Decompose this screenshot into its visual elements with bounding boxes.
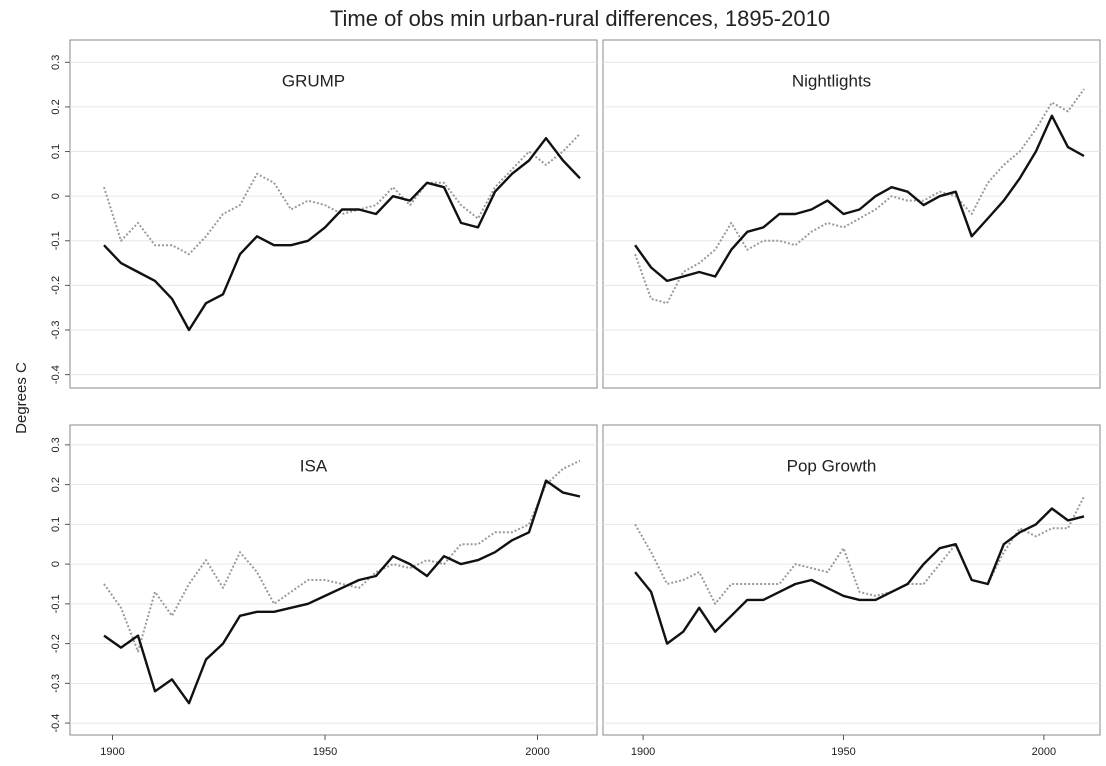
series-line <box>103 459 581 653</box>
panel-frame <box>602 39 1101 389</box>
chart-title: Time of obs min urban-rural differences,… <box>330 6 830 31</box>
series-line <box>103 137 581 332</box>
y-tick-label: 0.1 <box>50 517 62 532</box>
y-axis-label: Degrees C <box>13 362 30 434</box>
y-tick-label: -0.4 <box>50 714 62 733</box>
y-tick-label: -0.2 <box>50 634 62 653</box>
y-tick-label: -0.4 <box>50 365 62 384</box>
panel-frame <box>69 424 598 736</box>
x-tick-label: 2000 <box>525 746 549 758</box>
panel-title: Nightlights <box>792 71 871 90</box>
panel-frame <box>602 424 1101 736</box>
series-line <box>634 114 1085 283</box>
y-tick-label: 0.3 <box>50 437 62 452</box>
series-line <box>634 88 1085 305</box>
x-tick-label: 2000 <box>1032 746 1056 758</box>
panel-title: GRUMP <box>282 71 345 90</box>
series-line <box>634 496 1085 605</box>
series-line <box>634 507 1085 645</box>
y-tick-label: -0.1 <box>50 231 62 250</box>
y-tick-label: -0.2 <box>50 276 62 295</box>
y-tick-label: 0.3 <box>50 55 62 70</box>
y-tick-label: -0.3 <box>50 321 62 340</box>
panel-frame <box>69 39 598 389</box>
panel-title: Pop Growth <box>787 456 877 475</box>
y-tick-label: -0.1 <box>50 594 62 613</box>
panel-title: ISA <box>300 456 328 475</box>
y-tick-label: -0.3 <box>50 674 62 693</box>
y-tick-label: 0.1 <box>50 144 62 159</box>
x-tick-label: 1950 <box>313 746 337 758</box>
series-line <box>103 479 581 705</box>
y-tick-label: 0.2 <box>50 99 62 114</box>
x-tick-label: 1900 <box>100 746 124 758</box>
x-tick-label: 1900 <box>631 746 655 758</box>
x-tick-label: 1950 <box>831 746 855 758</box>
y-tick-label: 0 <box>50 561 62 567</box>
y-tick-label: 0.2 <box>50 477 62 492</box>
y-tick-label: 0 <box>50 193 62 199</box>
